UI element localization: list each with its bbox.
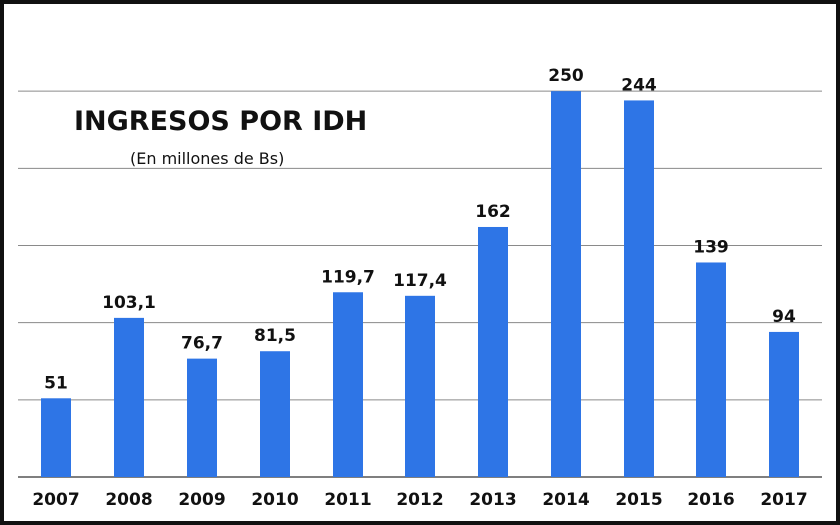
data-label-2017: 94 xyxy=(772,307,796,327)
bar-2012 xyxy=(405,295,435,477)
x-tick-label-2014: 2014 xyxy=(542,490,589,510)
bar-2007 xyxy=(41,398,71,477)
chart-subtitle: (En millones de Bs) xyxy=(130,149,284,168)
x-tick-label-2011: 2011 xyxy=(324,490,371,510)
bar-2017 xyxy=(769,331,799,477)
data-label-2014: 250 xyxy=(548,66,584,86)
data-label-2010: 81,5 xyxy=(254,326,296,346)
bar-2014 xyxy=(551,91,581,478)
bar-2015 xyxy=(624,100,654,477)
bar-2010 xyxy=(260,351,290,477)
bar-2013 xyxy=(478,226,508,477)
x-tick-label-2015: 2015 xyxy=(615,490,662,510)
data-label-2013: 162 xyxy=(475,202,511,222)
chart-title: INGRESOS POR IDH xyxy=(74,106,367,137)
data-label-2011: 119,7 xyxy=(321,267,375,287)
x-tick-label-2009: 2009 xyxy=(178,490,225,510)
x-axis-labels: 2007 2008 2009 2010 2011 2012 2013 2014 2015 2016… xyxy=(32,490,807,510)
data-label-2007: 51 xyxy=(44,373,68,393)
x-tick-label-2016: 2016 xyxy=(687,490,734,510)
x-tick-label-2017: 2017 xyxy=(760,490,807,510)
data-label-2008: 103,1 xyxy=(102,293,156,313)
bar-2009 xyxy=(187,358,217,477)
bar-2011 xyxy=(333,292,363,477)
data-label-2009: 76,7 xyxy=(181,334,223,354)
value-labels: 51 103,1 76,7 81,5 119,7 117,4 162 250 244 139 94 xyxy=(44,66,796,393)
data-label-2015: 244 xyxy=(621,75,657,95)
bar-2008 xyxy=(114,317,144,477)
x-tick-label-2012: 2012 xyxy=(396,490,443,510)
gridlines xyxy=(18,90,822,478)
x-tick-label-2008: 2008 xyxy=(105,490,152,510)
bars xyxy=(41,91,799,478)
x-tick-label-2013: 2013 xyxy=(469,490,516,510)
bar-2016 xyxy=(696,262,726,477)
x-tick-label-2007: 2007 xyxy=(32,490,79,510)
data-label-2016: 139 xyxy=(693,237,729,257)
data-label-2012: 117,4 xyxy=(393,271,447,291)
x-tick-label-2010: 2010 xyxy=(251,490,298,510)
